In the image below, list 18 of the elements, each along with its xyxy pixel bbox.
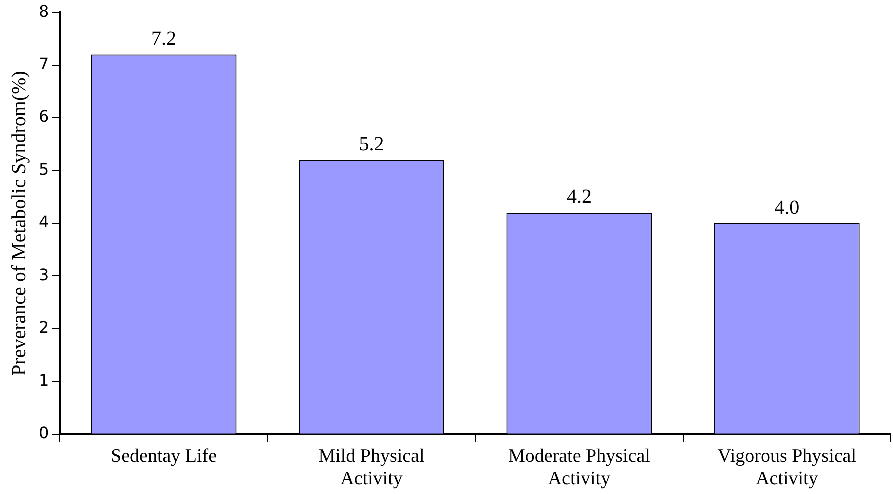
data-label: 4.0 [774, 196, 800, 219]
y-tick-label: 4 [38, 212, 50, 232]
data-label: 5.2 [359, 133, 384, 156]
y-tick-label: 7 [38, 54, 50, 74]
y-tick-label: 5 [38, 160, 50, 179]
y-tick-label: 3 [38, 265, 50, 284]
y-axis-title: Preverance of Metabolic Syndrom(%) [8, 71, 30, 376]
y-tick-label: 8 [38, 2, 50, 21]
y-tick-label: 1 [38, 370, 50, 390]
y-tick-label: 2 [38, 318, 50, 338]
y-tick-label: 0 [38, 424, 50, 443]
y-tick-label: 6 [38, 107, 50, 126]
x-tick-label: Moderate Physical Activity [508, 446, 650, 490]
data-label: 7.2 [152, 28, 177, 50]
data-label: 4.2 [566, 186, 592, 208]
x-tick-label: Mild Physical Activity [318, 446, 425, 490]
x-tick-label: Vigorous Physical Activity [718, 446, 857, 490]
x-tick-label: Sedentay Life [111, 446, 218, 467]
